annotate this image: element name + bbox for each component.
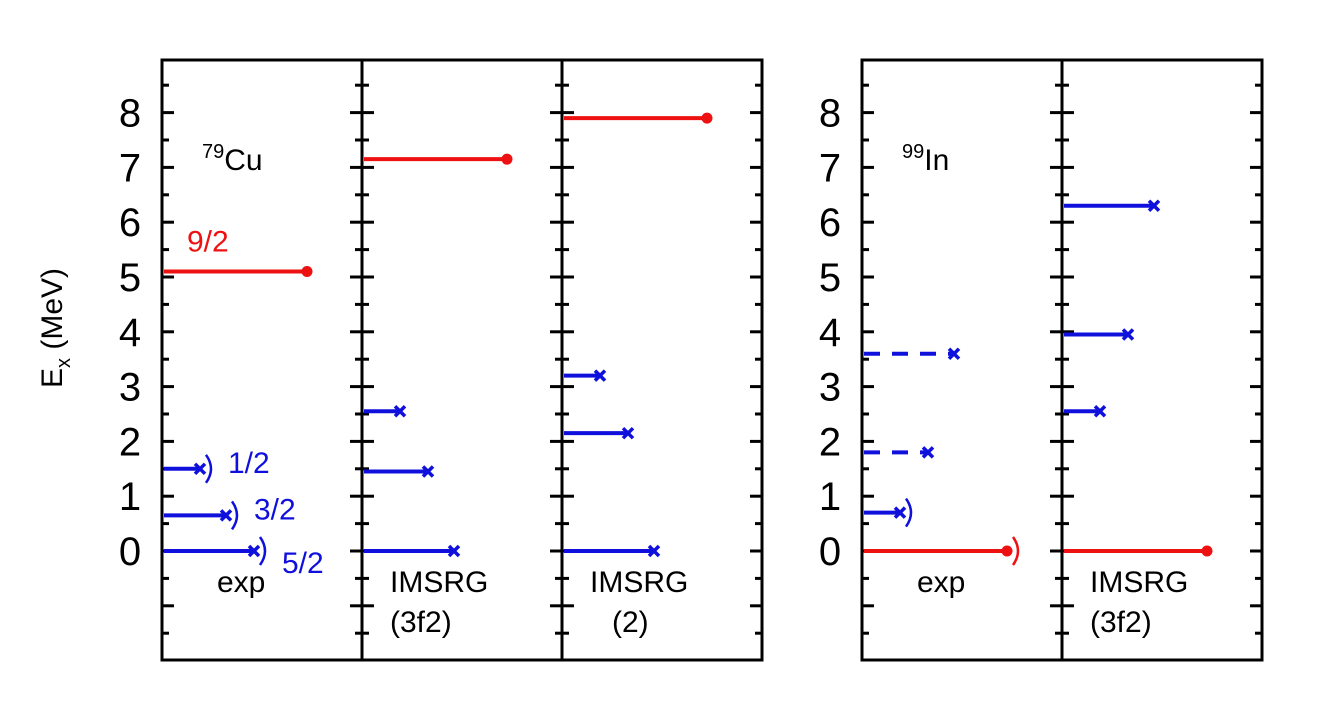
panel-label: (3f2) [1090,606,1152,639]
nucleus-mass: 99 [902,141,924,163]
nucleus-symbol: Cu [224,144,262,177]
level-marker-x [393,405,407,418]
y-tick-label: 0 [119,530,141,574]
panel-label: IMSRG [590,566,688,599]
level-marker-x [1147,199,1161,212]
level-marker-x [1121,328,1135,341]
tentative-bracket [258,536,267,566]
level-marker-x [1093,405,1107,418]
tentative-bracket [904,497,913,528]
y-tick-label: 5 [119,256,141,300]
nucleus-symbol: In [924,144,949,177]
y-tick-label: 6 [119,201,141,245]
y-tick-label: 1 [819,475,841,519]
level-marker-x [421,465,435,478]
level-marker-x [921,446,935,459]
y-tick-label: 6 [819,201,841,245]
level-marker-dot [1201,545,1213,557]
y-tick-label: 8 [119,92,141,136]
level-marker-x [621,426,635,440]
nucleus-label: 79Cu [202,141,263,177]
levels-layer [164,112,1213,566]
nucleus-mass: 79 [202,141,224,163]
level-marker-x [219,509,233,522]
y-axis-title-unit: (MeV) [36,268,69,358]
y-tick-label: 7 [819,146,841,190]
nucleus-label: 99In [902,141,949,177]
y-axis-title: Ex (MeV) [36,268,75,388]
y-tick-label: 7 [119,146,141,190]
tentative-bracket [230,500,239,531]
tentative-bracket [204,454,213,484]
panel-label: IMSRG [390,566,488,599]
y-tick-label: 3 [119,366,141,410]
level-marker-dot [701,112,713,124]
panel-label: IMSRG [1090,566,1188,599]
y-tick-label: 2 [119,420,141,464]
y-tick-label: 0 [819,530,841,574]
y-tick-label: 4 [819,311,841,355]
text-layer: Ex (MeV) 0 1 2 3 4 5 6 7 8 79Cu exp 5/2 3/2 1/2 9/2 IMSR… [36,92,1188,639]
spin-label: 3/2 [254,493,296,526]
spin-label: 5/2 [282,547,324,580]
panel-label: (3f2) [390,606,452,639]
level-marker-dot [1001,545,1013,557]
y-axis-title-subscript: x [53,358,75,368]
y-tick-label: 5 [819,256,841,300]
panel-label: (2) [612,606,649,639]
panel-label: exp [917,566,965,599]
level-marker-x [593,369,607,382]
panel-label: exp [217,566,265,599]
y-axis-title-symbol: E [36,368,69,388]
tentative-bracket [1011,536,1020,566]
y-tick-label: 3 [819,366,841,410]
level-marker-dot [501,153,513,165]
level-marker-x [447,544,461,558]
level-marker-x [947,347,961,360]
y-tick-label: 1 [119,475,141,519]
level-marker-x [193,462,207,476]
level-marker-x [893,506,907,519]
y-tick-label: 4 [119,311,141,355]
spin-label: 9/2 [187,226,229,259]
level-marker-x [647,544,661,558]
level-marker-x [247,544,261,558]
y-tick-label: 2 [819,420,841,464]
spin-label: 1/2 [228,447,270,480]
level-marker-dot [301,266,313,278]
y-tick-label: 8 [819,92,841,136]
